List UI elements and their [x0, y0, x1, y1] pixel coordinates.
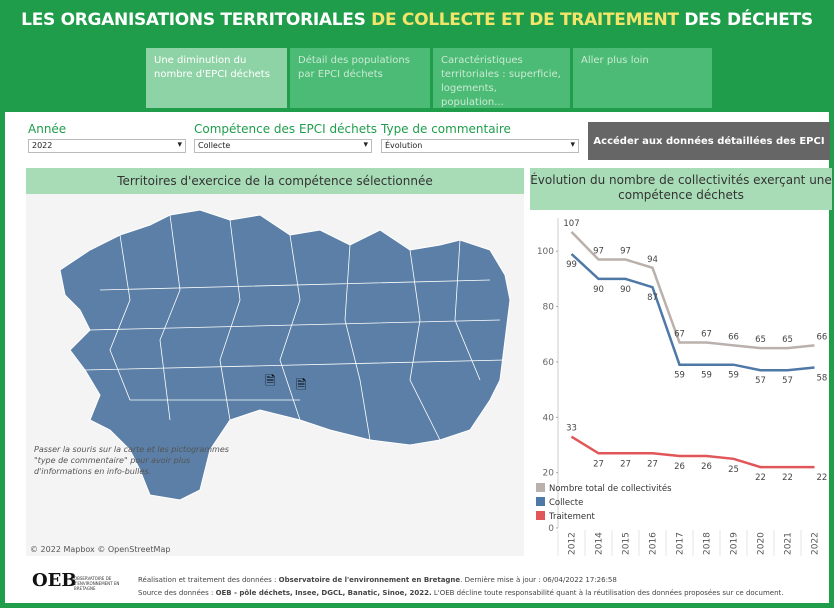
data-label: 27	[593, 459, 604, 469]
data-label: 22	[755, 473, 766, 483]
comment-icon[interactable]: 🗎	[296, 378, 306, 393]
data-label: 90	[620, 285, 631, 295]
data-label: 27	[647, 459, 658, 469]
x-tick-label: 2016	[649, 532, 659, 555]
series-line	[570, 253, 815, 372]
data-label: 90	[593, 285, 604, 295]
y-tick-label: 40	[543, 413, 555, 423]
comment-icon[interactable]: 🗎	[265, 374, 275, 389]
logo-caption: OBSERVATOIRE DE L'ENVIRONNEMENT EN BRETA…	[74, 576, 120, 591]
x-tick-label: 2022	[811, 532, 821, 555]
chart-title: Évolution du nombre de collectivités exe…	[530, 168, 832, 210]
data-label: 57	[755, 376, 766, 386]
series-line	[570, 435, 815, 469]
data-label: 99	[566, 260, 577, 270]
y-tick-label: 0	[548, 524, 554, 534]
legend-label: Collecte	[549, 498, 583, 508]
tab[interactable]: Une diminution du nombre d'EPCI déchets	[146, 48, 287, 108]
legend-label: Traitement	[548, 512, 595, 522]
epci-boundaries	[84, 214, 506, 441]
title-part: LES ORGANISATIONS TERRITORIALES	[21, 10, 366, 30]
data-label: 58	[817, 373, 828, 383]
data-label: 97	[593, 247, 604, 257]
legend-swatch	[536, 483, 545, 492]
map-note: Passer la souris sur la carte et les pic…	[34, 445, 229, 476]
footer-text: Réalisation et traitement des données :	[138, 576, 277, 584]
x-tick-label: 2019	[730, 532, 740, 555]
data-label: 66	[817, 332, 828, 342]
y-tick-label: 20	[543, 469, 555, 479]
page-title: LES ORGANISATIONS TERRITORIALES DE COLLE…	[0, 10, 834, 30]
data-label: 27	[620, 459, 631, 469]
line-chart: 0 20 40 60 80 100 2012 2014 2015 2016 2017 2018 2019…	[536, 218, 828, 556]
footer-line: Source des données : OEB - pôle déchets,…	[138, 589, 784, 597]
data-label: 59	[728, 371, 739, 381]
data-label: 67	[701, 330, 712, 340]
y-tick-label: 100	[537, 247, 554, 257]
footer-text: Observatoire de l'environnement en Breta…	[278, 576, 461, 584]
x-tick-label: 2017	[676, 532, 686, 555]
filter-select[interactable]: 2022	[28, 139, 186, 153]
title-part: DES DÉCHETS	[684, 10, 813, 30]
data-label: 107	[563, 219, 579, 229]
data-label: 22	[782, 473, 793, 483]
footer-text: Source des données :	[138, 589, 214, 597]
tab[interactable]: Détail des populations par EPCI déchets	[290, 48, 430, 108]
filter-select[interactable]: Collecte	[194, 139, 372, 153]
x-tick-label: 2020	[757, 532, 767, 555]
series-line	[570, 230, 815, 350]
x-tick-label: 2014	[595, 532, 605, 555]
filter-select[interactable]: Évolution	[381, 139, 579, 153]
legend-swatch	[536, 511, 545, 520]
map-title: Territoires d'exercice de la compétence …	[26, 168, 524, 194]
filter-label: Compétence des EPCI déchets	[194, 122, 378, 136]
legend-label: Nombre total de collectivités	[549, 483, 672, 494]
footer-text: L'OEB décline toute responsabilité quant…	[433, 589, 784, 597]
data-label: 59	[674, 371, 685, 381]
x-tick-label: 2021	[784, 532, 794, 555]
map[interactable]: 🗎 🗎 Passer la souris sur la carte et les…	[26, 194, 524, 556]
filter-label: Type de commentaire	[381, 122, 511, 136]
x-tick-label: 2018	[703, 532, 713, 555]
x-tick-label: 2012	[568, 532, 578, 555]
y-tick-label: 80	[543, 303, 555, 313]
footer-line: Réalisation et traitement des données : …	[138, 576, 617, 584]
data-label: 26	[674, 462, 685, 472]
data-label: 57	[782, 376, 793, 386]
data-label: 22	[817, 473, 828, 483]
data-button[interactable]: Accéder aux données détaillées des EPCI	[588, 122, 830, 160]
tab[interactable]: Aller plus loin	[573, 48, 712, 108]
map-attribution: © 2022 Mapbox © OpenStreetMap	[30, 545, 170, 554]
logo: OEB	[32, 570, 77, 591]
footer-text: OEB - pôle déchets, Insee, DGCL, Banatic…	[215, 589, 432, 597]
y-tick-label: 60	[543, 358, 555, 368]
data-label: 26	[701, 462, 712, 472]
data-label: 97	[620, 247, 631, 257]
x-tick-label: 2015	[622, 532, 632, 555]
footer-text: . Dernière mise à jour : 06/04/2022 17:2…	[460, 576, 617, 584]
data-label: 66	[728, 332, 739, 342]
legend-swatch	[536, 497, 545, 506]
filter-label: Année	[28, 122, 67, 136]
data-label: 65	[755, 335, 766, 345]
tab[interactable]: Caractéristiques territoriales : superfi…	[433, 48, 570, 108]
data-label: 67	[674, 330, 685, 340]
title-part: DE COLLECTE ET DE TRAITEMENT	[371, 10, 679, 30]
data-label: 65	[782, 335, 793, 345]
data-label: 33	[566, 424, 577, 434]
data-label: 94	[647, 255, 658, 265]
data-label: 87	[647, 293, 658, 303]
data-label: 59	[701, 371, 712, 381]
data-label: 25	[728, 465, 739, 475]
